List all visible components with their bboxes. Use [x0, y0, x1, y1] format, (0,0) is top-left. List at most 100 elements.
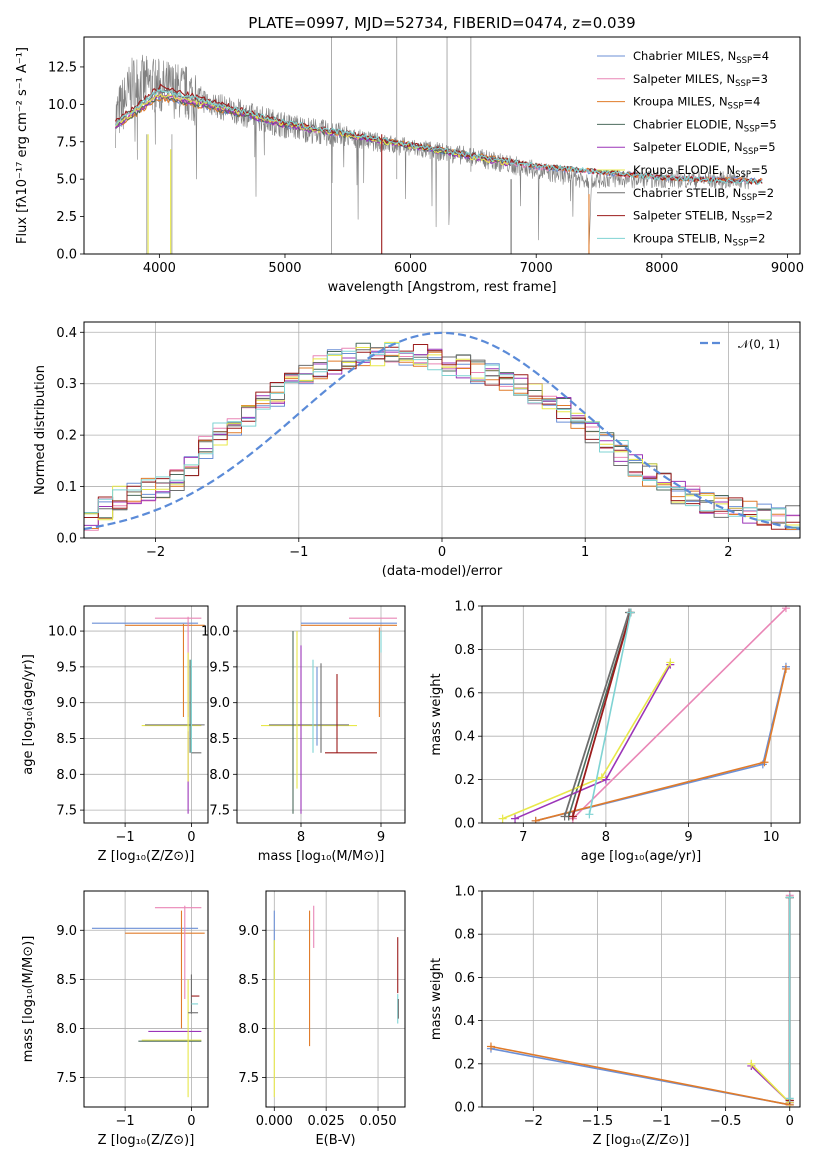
x-tick-label: −1 [116, 1114, 135, 1129]
observed-spectrum [115, 54, 751, 252]
legend-name: Chabrier MILES, N [633, 49, 736, 63]
legend-name: Salpeter STELIB, N [633, 209, 740, 223]
legend-suffix: =3 [751, 72, 768, 86]
legend-sub: SSP [743, 147, 759, 157]
x-tick-label: 5000 [268, 261, 301, 276]
weight-line-5 [502, 661, 671, 820]
weight-line-7 [572, 612, 632, 817]
legend-name: Kroupa STELIB, N [633, 231, 733, 245]
x-tick-label: 4000 [143, 261, 176, 276]
weight-marker [511, 814, 520, 823]
legend-sub: SSP [728, 102, 744, 112]
weight-marker [781, 606, 790, 613]
weight-marker [760, 758, 769, 767]
x-tick-label: −1 [289, 545, 308, 560]
legend-entry: Kroupa STELIB, NSSP=2 [633, 231, 765, 248]
x-tick-label: 2 [724, 545, 732, 560]
weight-marker [498, 814, 507, 823]
x-tick-label: 0 [438, 545, 446, 560]
legend-suffix: =5 [759, 140, 776, 154]
weight-marker [601, 775, 610, 784]
weight-line-8 [588, 612, 632, 815]
x-tick-label: −1 [652, 1114, 671, 1129]
axes-frame [83, 890, 209, 1108]
legend-sub: SSP [744, 124, 760, 134]
y-tick-label: 0.6 [454, 971, 475, 986]
legend-sub: SSP [733, 238, 749, 248]
y-axis-label: mass [log₁₀(M/M⊙)] [21, 936, 36, 1063]
weight-line-6 [563, 612, 630, 817]
histogram-7 [84, 344, 800, 530]
panel-weight-age: 7 8 9 10 0.0 0.2 0.4 0.6 0.8 1.0 age [log₁₀(age/yr… [429, 600, 801, 864]
legend-suffix: =5 [751, 163, 768, 177]
y-tick-label: 8.5 [238, 973, 259, 988]
legend-entry: Salpeter STELIB, NSSP=2 [633, 209, 773, 226]
legend-entry: 𝒩(0, 1) [738, 337, 780, 351]
y-tick-label: 0.2 [454, 773, 475, 788]
y-tick-label: 10.0 [48, 98, 77, 113]
legend-sub: SSP [741, 193, 757, 203]
x-tick-label: 8 [602, 830, 610, 845]
legend-name: Kroupa MILES, N [633, 95, 728, 109]
x-tick-label: 0 [786, 1114, 794, 1129]
y-tick-label: 0.0 [454, 817, 475, 832]
y-tick-label: 8.0 [56, 1022, 77, 1037]
y-tick-label: 1.0 [454, 600, 475, 615]
legend-entry: Salpeter MILES, NSSP=3 [633, 72, 768, 89]
axes-frame [265, 890, 406, 1108]
weight-marker [560, 812, 569, 821]
legend-suffix: =2 [748, 231, 765, 245]
y-tick-label: 0.4 [454, 730, 475, 745]
x-tick-label: 0.000 [256, 1114, 293, 1129]
y-tick-label: 0.2 [56, 429, 77, 444]
axes-frame [83, 36, 801, 255]
y-tick-label: 8.5 [56, 732, 77, 747]
x-tick-label: 0 [187, 830, 195, 845]
x-tick-label: 10 [763, 830, 780, 845]
plot-area [482, 891, 800, 1107]
y-tick-label: 7.5 [56, 135, 77, 150]
weight-line-5 [750, 1063, 791, 1104]
x-axis-label: Z [log₁₀(Z/Z⊙)] [593, 1133, 690, 1148]
x-axis-label: wavelength [Angstrom, rest frame] [328, 280, 557, 295]
y-tick-label: 0.2 [454, 1057, 475, 1072]
y-tick-label: 0.8 [454, 928, 475, 943]
y-tick-label: 0.4 [454, 1014, 475, 1029]
x-tick-label: −2 [524, 1114, 543, 1129]
panel-mass-Z: −1 0 7.5 8.0 8.5 9.0 Z [log₁₀(Z/Z⊙)] mass [log₁… [21, 890, 209, 1148]
y-tick-label: 2.5 [56, 210, 77, 225]
x-tick-label: 9 [684, 830, 692, 845]
x-axis-label: (data-model)/error [382, 564, 503, 579]
x-tick-label: 1 [581, 545, 589, 560]
y-tick-label: 9.5 [56, 660, 77, 675]
x-tick-label: 9 [377, 830, 385, 845]
weight-marker [626, 608, 635, 617]
y-axis-label: mass weight [429, 958, 444, 1040]
legend-suffix: =4 [752, 49, 769, 63]
panel-residuals: −2 −1 0 1 2 0.0 0.1 0.2 0.3 0.4 (data-model)/error… [33, 321, 801, 579]
legend-entry: Chabrier ELODIE, NSSP=5 [633, 117, 777, 134]
plot-area [84, 322, 800, 538]
y-tick-label: 9.0 [56, 696, 77, 711]
plot-area [84, 606, 208, 823]
y-tick-label: 0.0 [454, 1101, 475, 1116]
y-tick-label: 10.0 [201, 625, 230, 640]
panel-age-mass: 8 9 7.5 8.0 8.5 9.0 9.5 10.0 mass [log₁₀(M/M⊙)] [201, 605, 406, 864]
x-tick-label: −1.5 [582, 1114, 614, 1129]
legend-name: Salpeter MILES, N [633, 72, 735, 86]
x-tick-label: 8 [297, 830, 305, 845]
legend-entry: Kroupa ELODIE, NSSP=5 [633, 163, 768, 180]
y-tick-label: 12.5 [48, 60, 77, 75]
axes-frame [83, 605, 209, 824]
weight-marker [585, 810, 594, 819]
y-axis-label: Flux [fλ10⁻¹⁷ erg cm⁻² s⁻¹ A⁻¹] [15, 47, 30, 244]
panel-weight-Z: −2 −1.5 −1 −0.5 0 0.0 0.2 0.4 0.6 0.8 1.0 Z [log₁₀(… [429, 885, 801, 1148]
weight-marker [747, 1059, 756, 1068]
y-tick-label: 8.0 [209, 768, 230, 783]
x-tick-label: 6000 [394, 261, 427, 276]
plot-area [237, 606, 405, 823]
weight-line-2 [535, 668, 787, 822]
x-tick-label: 0 [187, 1114, 195, 1129]
axes-frame [236, 605, 406, 824]
